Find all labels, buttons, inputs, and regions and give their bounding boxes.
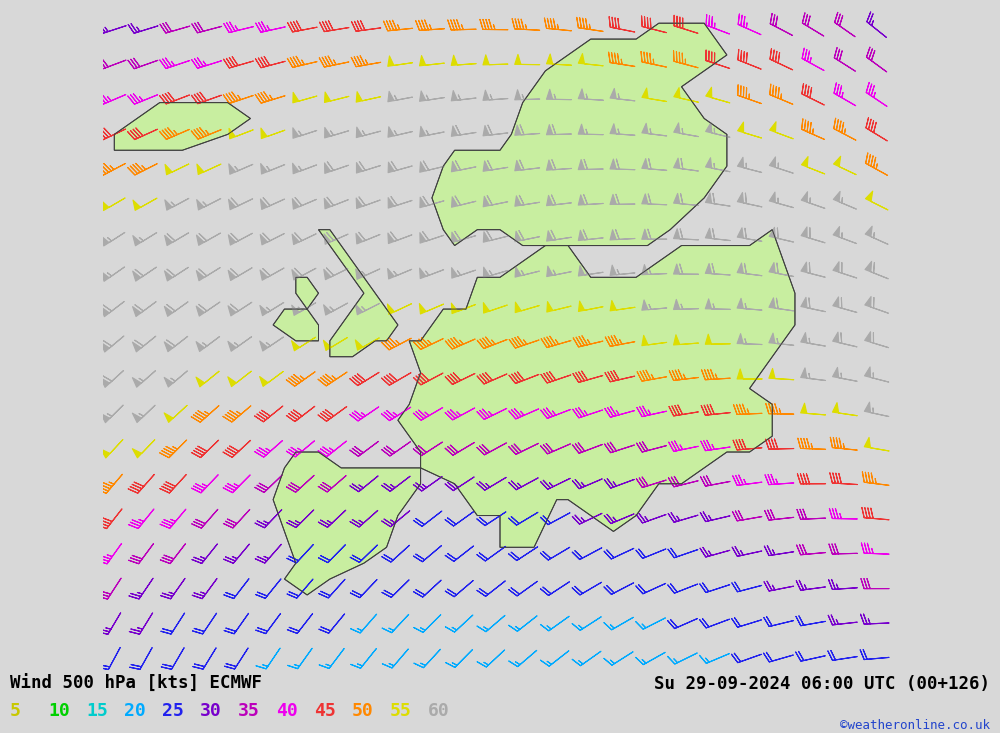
Text: 20: 20 xyxy=(124,701,146,720)
Text: 35: 35 xyxy=(238,701,260,720)
Text: 45: 45 xyxy=(314,701,336,720)
Text: 55: 55 xyxy=(390,701,412,720)
Polygon shape xyxy=(273,229,795,595)
Text: 25: 25 xyxy=(162,701,184,720)
Text: ©weatheronline.co.uk: ©weatheronline.co.uk xyxy=(840,718,990,732)
Text: Wind 500 hPa [kts] ECMWF: Wind 500 hPa [kts] ECMWF xyxy=(10,674,262,693)
Text: 60: 60 xyxy=(428,701,450,720)
Text: 15: 15 xyxy=(86,701,108,720)
Text: 5: 5 xyxy=(10,701,21,720)
Text: 30: 30 xyxy=(200,701,222,720)
Text: 40: 40 xyxy=(276,701,298,720)
Text: 10: 10 xyxy=(48,701,70,720)
Text: Su 29-09-2024 06:00 UTC (00+126): Su 29-09-2024 06:00 UTC (00+126) xyxy=(654,674,990,693)
Polygon shape xyxy=(114,103,250,150)
Polygon shape xyxy=(432,23,727,246)
Polygon shape xyxy=(318,229,398,357)
Polygon shape xyxy=(273,277,318,341)
Text: 50: 50 xyxy=(352,701,374,720)
